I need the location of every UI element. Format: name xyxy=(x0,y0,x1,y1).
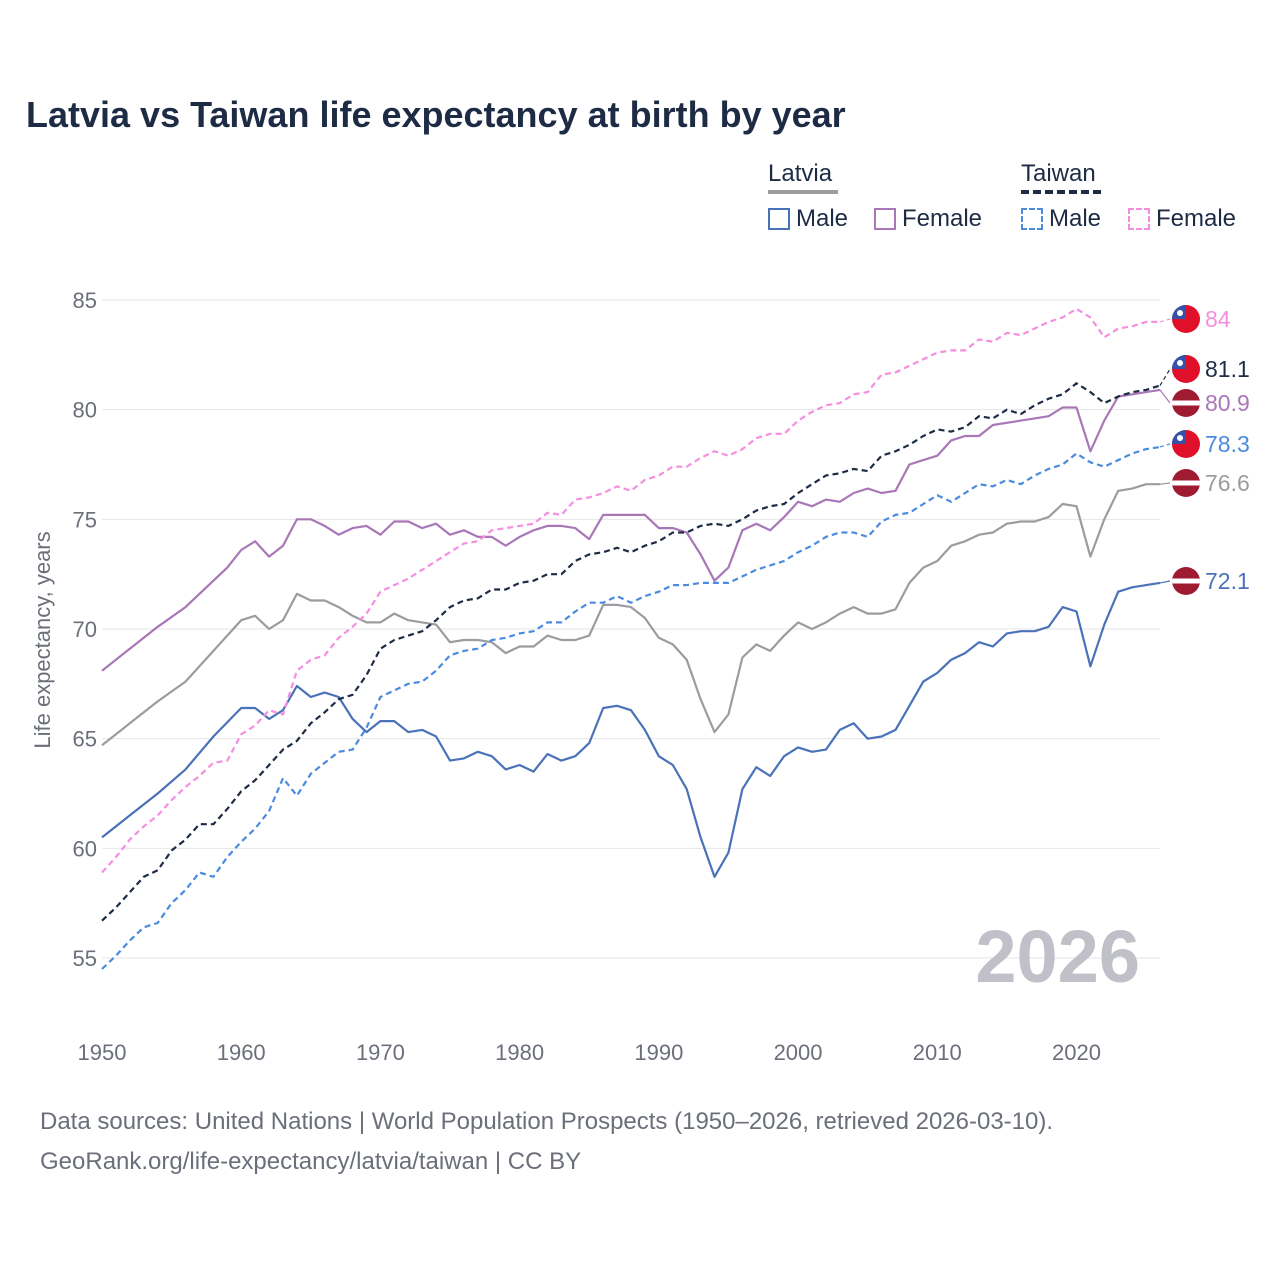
legend-box-latvia-male xyxy=(768,208,790,230)
taiwan-flag-icon xyxy=(1172,305,1200,333)
series-line-lv-total xyxy=(101,483,1160,747)
end-connector xyxy=(1159,318,1171,323)
legend-taiwan-label: Taiwan xyxy=(1021,160,1096,188)
end-connector xyxy=(1159,580,1171,584)
y-tick-label: 80 xyxy=(73,398,97,423)
x-tick-label: 2020 xyxy=(1052,1040,1101,1065)
legend-item-latvia-male[interactable]: Male xyxy=(768,205,848,233)
footer-sources: Data sources: United Nations | World Pop… xyxy=(40,1108,1054,1135)
end-connector xyxy=(1159,368,1171,386)
series-line-tw-total xyxy=(101,382,1161,922)
legend-taiwan-female-label: Female xyxy=(1156,205,1237,232)
end-connector xyxy=(1159,443,1171,448)
legend-latvia-female-label: Female xyxy=(902,205,983,232)
line-chart: 55 60 65 70 75 80 85 1950 1960 1970 1980 1990 2000 2… xyxy=(30,288,1250,1065)
legend-latvia-swatch-line xyxy=(768,190,838,194)
series-line-tw-female xyxy=(101,307,1160,874)
end-value-label: 80.9 xyxy=(1205,390,1250,416)
y-tick-label: 75 xyxy=(73,507,97,532)
series-line-tw-male xyxy=(101,445,1161,970)
series-line-lv-male xyxy=(101,581,1161,878)
legend-box-taiwan-male xyxy=(1021,208,1043,230)
legend-item-taiwan-female[interactable]: Female xyxy=(1128,205,1236,233)
taiwan-flag-icon xyxy=(1172,430,1200,458)
taiwan-flag-icon xyxy=(1172,355,1200,383)
year-watermark: 2026 xyxy=(975,915,1140,998)
y-axis-ticks: 55 60 65 70 75 80 85 xyxy=(73,288,97,971)
x-tick-label: 1990 xyxy=(634,1040,683,1065)
grid-lines xyxy=(102,299,1160,959)
y-tick-label: 55 xyxy=(73,946,97,971)
legend-latvia-text: Latvia xyxy=(768,160,833,187)
end-value-label: 81.1 xyxy=(1205,356,1250,382)
legend-latvia-label: Latvia xyxy=(768,160,832,188)
end-labels: 72.1 80.9 76.6 78.3 84 81.1 xyxy=(1159,305,1250,595)
end-value-label: 76.6 xyxy=(1205,470,1250,496)
x-axis-ticks: 1950 1960 1970 1980 1990 2000 2010 2020 xyxy=(78,1040,1101,1065)
end-value-label: 84 xyxy=(1205,306,1231,332)
legend-taiwan-text: Taiwan xyxy=(1021,160,1096,187)
x-tick-label: 1970 xyxy=(356,1040,405,1065)
series-line-lv-female xyxy=(101,388,1161,672)
legend-item-latvia-female[interactable]: Female xyxy=(874,205,982,233)
x-tick-label: 1950 xyxy=(78,1040,127,1065)
end-value-label: 78.3 xyxy=(1205,431,1250,457)
end-connector xyxy=(1159,482,1171,485)
footer-attribution: GeoRank.org/life-expectancy/latvia/taiwa… xyxy=(40,1148,582,1175)
legend-item-taiwan-male[interactable]: Male xyxy=(1021,205,1101,233)
y-tick-label: 65 xyxy=(73,727,97,752)
legend-taiwan-male-label: Male xyxy=(1049,205,1102,232)
y-tick-label: 85 xyxy=(73,288,97,313)
legend-box-taiwan-female xyxy=(1128,208,1150,230)
legend-box-latvia-female xyxy=(874,208,896,230)
latvia-flag-icon xyxy=(1172,389,1200,417)
latvia-flag-icon xyxy=(1172,469,1200,497)
end-value-label: 72.1 xyxy=(1205,568,1250,594)
x-tick-label: 1960 xyxy=(217,1040,266,1065)
y-tick-label: 60 xyxy=(73,836,97,861)
series-lines xyxy=(101,307,1161,970)
end-connector xyxy=(1159,389,1171,404)
legend-taiwan-swatch-line xyxy=(1021,190,1101,194)
y-tick-label: 70 xyxy=(73,617,97,642)
chart-title: Latvia vs Taiwan life expectancy at birt… xyxy=(26,94,846,135)
legend-latvia-male-label: Male xyxy=(796,205,849,232)
latvia-flag-icon xyxy=(1172,567,1200,595)
x-tick-label: 2000 xyxy=(774,1040,823,1065)
x-tick-label: 2010 xyxy=(913,1040,962,1065)
x-tick-label: 1980 xyxy=(495,1040,544,1065)
y-axis-label: Life expectancy, years xyxy=(30,531,55,748)
